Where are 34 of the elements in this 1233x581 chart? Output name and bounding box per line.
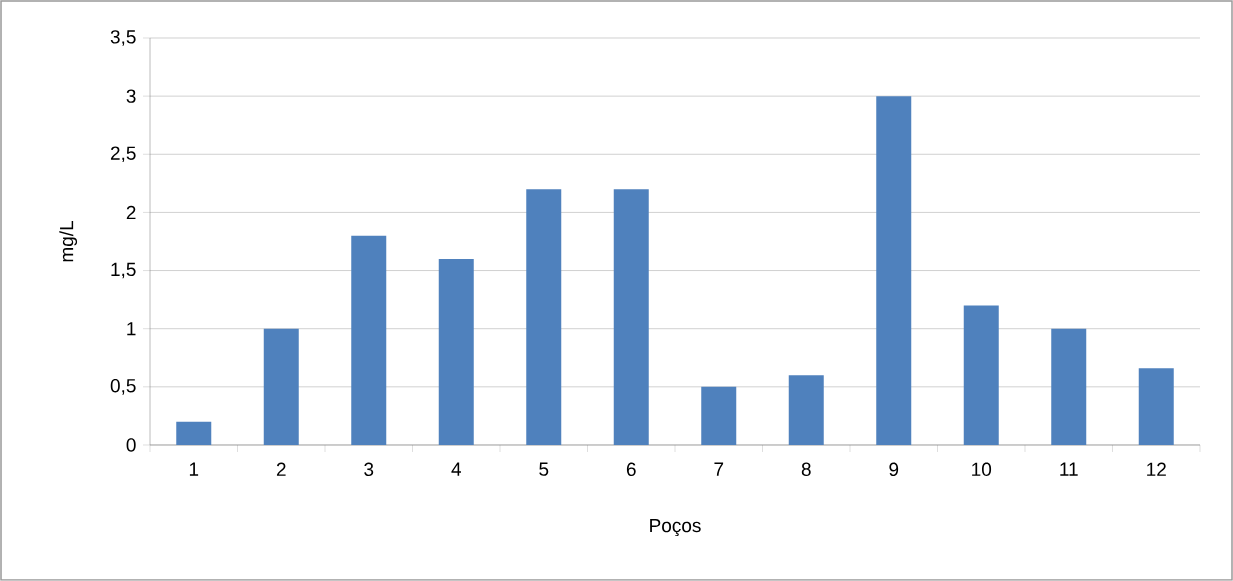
x-tick-label: 6 bbox=[626, 462, 636, 477]
x-tick-label: 9 bbox=[889, 462, 899, 477]
bar bbox=[613, 189, 649, 445]
x-tick-label: 10 bbox=[972, 462, 992, 477]
bar bbox=[176, 421, 212, 445]
x-axis-title: Poços bbox=[650, 518, 701, 537]
bar bbox=[526, 189, 562, 445]
bar bbox=[351, 235, 387, 445]
x-tick-label: 3 bbox=[364, 462, 374, 477]
x-tick-label: 4 bbox=[451, 462, 461, 476]
bar bbox=[963, 305, 999, 445]
bar bbox=[1138, 368, 1174, 445]
bar bbox=[876, 96, 912, 445]
bar bbox=[263, 328, 299, 445]
bar bbox=[1051, 328, 1087, 445]
y-tick-label: 1 bbox=[127, 322, 136, 336]
x-tick-label: 12 bbox=[1147, 462, 1166, 476]
y-tick-label: 1,5 bbox=[111, 262, 136, 279]
y-tick-label: 0,5 bbox=[110, 378, 136, 395]
x-tick-label: 1 bbox=[189, 462, 199, 476]
y-tick-label: 3 bbox=[126, 89, 136, 103]
y-tick-label: 3,5 bbox=[110, 30, 136, 46]
y-tick-label: 2 bbox=[126, 205, 136, 220]
y-axis-title: mg/L bbox=[59, 221, 78, 262]
bar bbox=[788, 375, 824, 445]
x-tick-label: 7 bbox=[714, 462, 724, 476]
y-tick-label: 0 bbox=[126, 438, 136, 452]
y-tick-label: 2,5 bbox=[110, 146, 136, 163]
x-tick-label: 5 bbox=[539, 462, 549, 476]
bar bbox=[701, 386, 737, 445]
bar bbox=[438, 258, 474, 445]
x-tick-label: 2 bbox=[276, 462, 286, 476]
x-tick-label: 11 bbox=[1060, 462, 1078, 476]
x-tick-label: 8 bbox=[801, 462, 811, 477]
